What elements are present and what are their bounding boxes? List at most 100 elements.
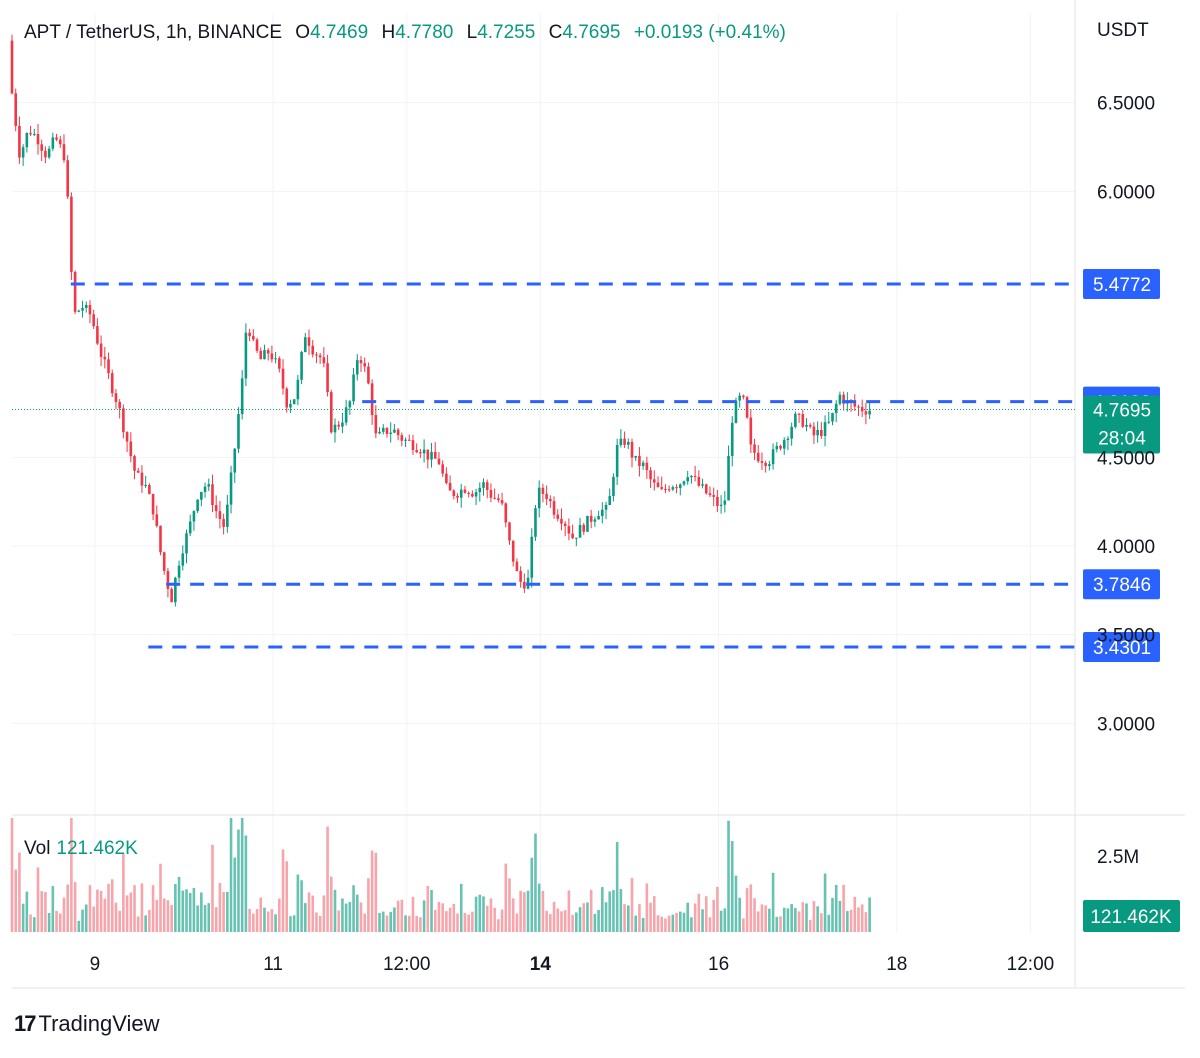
volume-bar	[263, 907, 266, 932]
volume-bar	[756, 911, 760, 932]
candle-body	[641, 462, 645, 467]
volume-bar	[701, 909, 704, 932]
volume-bar	[315, 912, 318, 932]
volume-bar	[144, 915, 147, 932]
volume-bar	[114, 902, 118, 932]
volume-bar	[66, 884, 69, 932]
volume-bar	[259, 897, 263, 932]
time-tick-label: 18	[886, 954, 907, 975]
volume-bar	[96, 889, 99, 932]
volume-bar	[801, 902, 805, 932]
volume-bar	[534, 833, 537, 932]
candle-body	[478, 487, 482, 493]
volume-bar	[790, 904, 793, 932]
candle-body	[367, 366, 370, 384]
volume-bar	[211, 844, 214, 932]
candle-body	[816, 429, 819, 436]
volume-bar	[359, 902, 363, 932]
candle-body	[864, 411, 868, 415]
candle-body	[337, 424, 341, 427]
candle-body	[597, 516, 600, 520]
candle-body	[307, 337, 311, 346]
volume-bar	[608, 891, 612, 932]
volume-bar	[500, 909, 504, 932]
volume-bar	[289, 916, 292, 932]
tradingview-logo[interactable]: 17 TradingView	[14, 1011, 160, 1037]
candle-body	[240, 378, 244, 415]
volume-bar	[214, 907, 218, 932]
volume-bar	[155, 899, 159, 932]
candle-body	[207, 484, 211, 487]
candle-body	[690, 475, 693, 478]
volume-bar	[278, 898, 281, 932]
candle-body	[730, 422, 734, 456]
candle-body	[244, 332, 248, 379]
candle-body	[214, 505, 218, 512]
volume-bar	[638, 904, 641, 932]
candle-body	[348, 401, 352, 408]
volume-bar	[322, 895, 326, 932]
volume-bar	[318, 915, 322, 932]
volume-bar	[727, 820, 730, 932]
volume-bar	[110, 879, 114, 932]
candle-body	[148, 485, 151, 495]
candle-body	[103, 356, 107, 360]
candle-body	[756, 452, 760, 462]
candle-body	[474, 492, 478, 497]
candle-body	[252, 336, 255, 340]
volume-bars	[10, 818, 871, 932]
candle-body	[504, 503, 508, 523]
change-value: +0.0193 (+0.41%)	[633, 22, 786, 43]
volume-bar	[578, 907, 582, 932]
volume-bar	[497, 919, 500, 932]
candle-body	[430, 451, 433, 460]
close-value: 4.7695	[562, 22, 621, 43]
level-label: 5.4772	[1093, 275, 1151, 296]
candle-body	[656, 482, 660, 488]
last-price-label: 4.7695	[1093, 401, 1151, 422]
candle-body	[619, 438, 623, 445]
volume-bar	[203, 905, 207, 932]
candle-body	[36, 133, 40, 145]
volume-bar	[363, 913, 366, 932]
candle-body	[326, 363, 329, 393]
volume-bar	[88, 885, 92, 932]
candle-body	[370, 383, 374, 416]
volume-bar	[678, 911, 682, 932]
candle-body	[508, 522, 511, 541]
volume-bar	[84, 904, 88, 932]
volume-bar	[92, 906, 95, 932]
candle-body	[578, 524, 582, 538]
candle-body	[734, 400, 738, 423]
volume-bar	[664, 918, 667, 932]
volume-bar	[218, 882, 222, 932]
candle-body	[47, 148, 51, 158]
candle-body	[200, 491, 203, 500]
volume-bar	[229, 818, 233, 932]
volume-bar	[14, 869, 18, 932]
candle-body	[604, 504, 608, 510]
volume-bar	[712, 899, 715, 932]
candle-body	[459, 489, 463, 498]
candle-body	[853, 402, 857, 407]
volume-bar	[29, 914, 32, 932]
candle-body	[463, 489, 467, 493]
volume-value: 121.462K	[56, 838, 138, 859]
volume-bar	[207, 903, 211, 932]
volume-bar	[567, 890, 571, 932]
candle-body	[81, 307, 84, 311]
volume-bar	[626, 905, 630, 932]
candle-body	[552, 501, 556, 515]
volume-bar	[296, 874, 300, 932]
candle-body	[549, 498, 552, 502]
volume-bar	[426, 885, 430, 932]
volume-bar	[352, 885, 355, 932]
price-tick-label: 4.0000	[1097, 537, 1155, 558]
candle-body	[667, 489, 671, 491]
volume-bar	[827, 914, 831, 932]
candle-body	[92, 314, 95, 327]
candle-body	[263, 350, 266, 360]
volume-bar	[667, 915, 671, 932]
volume-bar	[742, 918, 745, 932]
